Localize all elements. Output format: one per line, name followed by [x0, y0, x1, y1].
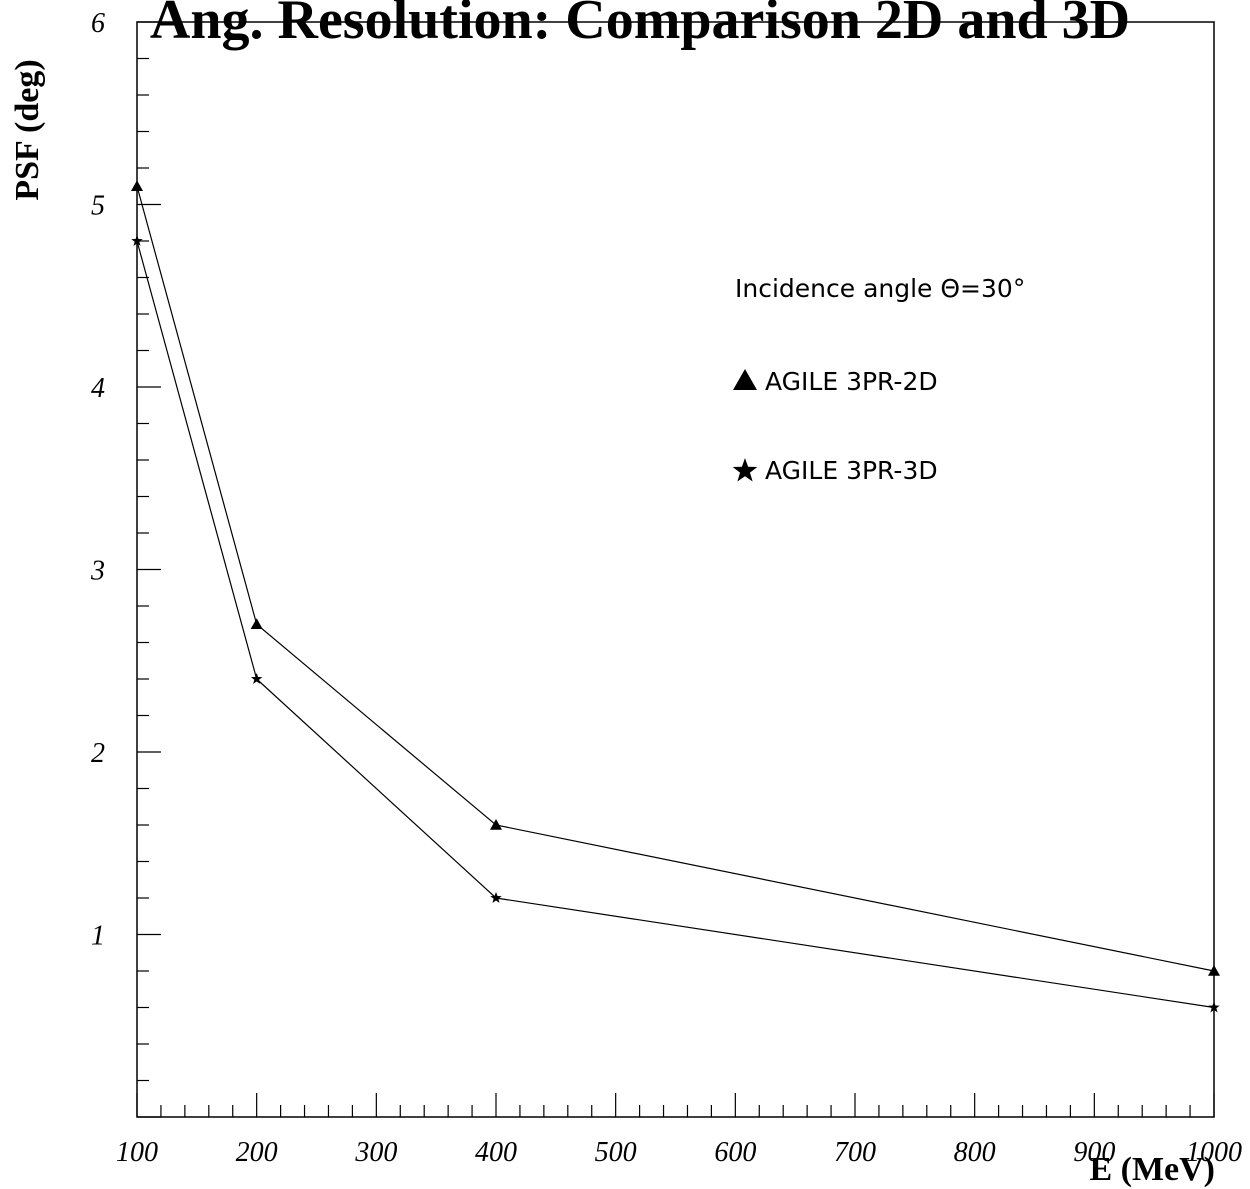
triangle-point	[1208, 965, 1220, 976]
x-tick-label: 1000	[1186, 1137, 1242, 1168]
x-tick-label: 800	[954, 1137, 996, 1168]
x-tick-label: 400	[475, 1137, 517, 1168]
y-tick-label: 4	[91, 373, 105, 404]
star-marker-icon	[732, 458, 758, 482]
x-tick-label: 500	[595, 1137, 637, 1168]
y-tick-label: 6	[91, 8, 105, 39]
y-tick-label: 5	[91, 191, 105, 222]
x-tick-label: 600	[714, 1137, 756, 1168]
legend-item-3d: AGILE 3PR-3D	[732, 456, 938, 485]
axis-tick-labels: 100 200 300 400 500 600 700 800 900 1000 1 2 3 4 5 6	[90, 8, 1242, 1168]
series-layer	[131, 180, 1220, 1013]
legend-label-3d: AGILE 3PR-3D	[765, 456, 938, 485]
y-tick-label: 1	[91, 921, 105, 952]
plot-frame	[136, 21, 1215, 1118]
legend: Incidence angle Θ=30° AGILE 3PR-2D AGILE…	[732, 274, 1025, 485]
chart-title: Ang. Resolution: Comparison 2D and 3D	[150, 0, 1130, 51]
star-point	[250, 673, 263, 684]
triangle-point	[131, 180, 143, 192]
incidence-angle-annotation: Incidence angle Θ=30°	[735, 274, 1025, 303]
x-tick-label: 700	[834, 1137, 876, 1168]
x-tick-label: 200	[236, 1137, 278, 1168]
star-point	[490, 892, 502, 903]
legend-item-2d: AGILE 3PR-2D	[733, 367, 938, 396]
x-tick-label: 100	[116, 1137, 158, 1168]
triangle-marker-icon	[733, 369, 757, 390]
series-line	[136, 240, 1215, 1009]
star-point	[1208, 1001, 1220, 1013]
y-tick-label: 3	[90, 556, 105, 587]
series-3d	[131, 235, 1220, 1013]
axis-ticks	[136, 21, 1215, 1118]
x-axis-label: E (MeV)	[1089, 1151, 1215, 1188]
legend-label-2d: AGILE 3PR-2D	[765, 367, 938, 396]
y-tick-label: 2	[91, 738, 105, 769]
x-tick-label: 900	[1073, 1137, 1115, 1168]
y-axis-label: PSF (deg)	[9, 59, 46, 200]
series-line	[136, 186, 1215, 972]
series-2d	[131, 180, 1220, 976]
triangle-point	[250, 618, 263, 630]
triangle-point	[490, 819, 502, 830]
star-point	[131, 235, 143, 246]
x-tick-label: 300	[354, 1137, 397, 1168]
